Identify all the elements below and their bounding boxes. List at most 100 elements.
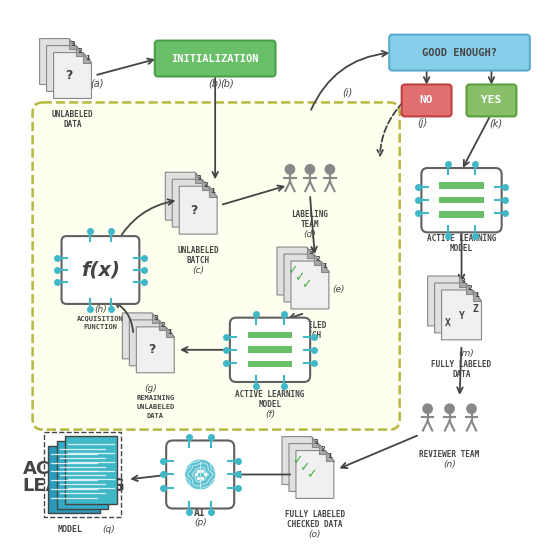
- Text: BATCH: BATCH: [298, 331, 321, 340]
- Text: (g): (g): [144, 384, 157, 392]
- Text: 2: 2: [161, 322, 166, 328]
- Text: DATA: DATA: [452, 370, 471, 379]
- Text: LABELED: LABELED: [294, 321, 326, 330]
- Bar: [248, 332, 292, 338]
- Text: CHECKED DATA: CHECKED DATA: [287, 521, 343, 529]
- Bar: [56, 441, 108, 508]
- Text: (o): (o): [309, 530, 321, 539]
- Text: 3: 3: [461, 279, 465, 284]
- Polygon shape: [277, 247, 315, 295]
- Text: NO: NO: [420, 95, 433, 105]
- Polygon shape: [159, 320, 167, 330]
- Text: Y: Y: [459, 311, 464, 321]
- Text: MODEL: MODEL: [58, 526, 83, 534]
- Polygon shape: [69, 39, 77, 49]
- Text: UNLABELED: UNLABELED: [52, 110, 93, 119]
- Bar: [439, 211, 484, 218]
- Text: ?: ?: [190, 204, 198, 217]
- FancyBboxPatch shape: [230, 317, 310, 382]
- Circle shape: [285, 164, 295, 174]
- Polygon shape: [152, 313, 160, 323]
- Polygon shape: [311, 437, 320, 447]
- Text: FULLY LABELED: FULLY LABELED: [285, 511, 345, 519]
- Text: (k): (k): [489, 118, 502, 129]
- Text: DATA: DATA: [63, 120, 82, 129]
- Polygon shape: [54, 52, 92, 98]
- Polygon shape: [40, 39, 77, 84]
- Text: 2: 2: [204, 182, 208, 188]
- Text: (n): (n): [443, 459, 456, 469]
- Text: 1: 1: [327, 453, 332, 459]
- Text: (l): (l): [468, 198, 477, 206]
- Polygon shape: [129, 320, 167, 366]
- FancyBboxPatch shape: [155, 41, 275, 77]
- Text: 3: 3: [314, 439, 318, 445]
- Text: (p): (p): [194, 518, 206, 527]
- Text: Z: Z: [473, 304, 479, 314]
- Text: (a): (a): [91, 78, 104, 88]
- Text: GOOD ENOUGH?: GOOD ENOUGH?: [422, 47, 497, 57]
- Text: ✓: ✓: [294, 272, 304, 284]
- Bar: [248, 346, 292, 353]
- Text: ACTIVE LEARNING: ACTIVE LEARNING: [427, 234, 496, 243]
- Text: ?: ?: [147, 343, 155, 356]
- Text: LEARNING: LEARNING: [23, 477, 125, 496]
- Bar: [439, 197, 484, 203]
- Text: ?: ?: [65, 69, 72, 82]
- Text: 2: 2: [78, 47, 83, 54]
- Polygon shape: [76, 46, 84, 56]
- FancyBboxPatch shape: [61, 236, 139, 304]
- Circle shape: [305, 164, 315, 174]
- Text: REMAINING: REMAINING: [136, 395, 174, 401]
- Polygon shape: [466, 283, 475, 294]
- Polygon shape: [172, 179, 210, 227]
- Polygon shape: [123, 313, 160, 359]
- Polygon shape: [306, 247, 315, 258]
- Text: 1: 1: [168, 329, 173, 335]
- Text: (b): (b): [220, 78, 234, 88]
- FancyBboxPatch shape: [466, 84, 516, 116]
- Text: X: X: [444, 318, 450, 328]
- Text: (f): (f): [265, 410, 275, 418]
- FancyBboxPatch shape: [421, 168, 502, 232]
- Text: ACTIVE LEARNING: ACTIVE LEARNING: [235, 390, 305, 399]
- Polygon shape: [136, 327, 174, 373]
- Circle shape: [423, 404, 432, 413]
- Text: 1: 1: [322, 263, 327, 269]
- FancyBboxPatch shape: [389, 35, 530, 71]
- Text: LABELING: LABELING: [291, 210, 328, 219]
- Polygon shape: [289, 444, 327, 491]
- Text: FULLY LABELED: FULLY LABELED: [432, 360, 492, 369]
- Polygon shape: [442, 290, 481, 340]
- Bar: [65, 436, 117, 504]
- Text: ✓: ✓: [306, 468, 316, 481]
- Polygon shape: [202, 179, 210, 190]
- Text: (m): (m): [459, 349, 474, 358]
- Bar: [44, 432, 121, 517]
- Text: TEAM: TEAM: [301, 220, 319, 229]
- Text: (h): (h): [94, 305, 107, 314]
- Text: ✓: ✓: [299, 461, 309, 474]
- Polygon shape: [195, 172, 203, 183]
- Text: UNLABELED: UNLABELED: [136, 404, 174, 410]
- Text: FUNCTION: FUNCTION: [83, 324, 118, 330]
- Polygon shape: [434, 283, 475, 333]
- Polygon shape: [326, 450, 334, 461]
- Text: (q): (q): [103, 526, 115, 534]
- Polygon shape: [314, 254, 322, 264]
- Polygon shape: [284, 254, 322, 302]
- Text: (d): (d): [304, 230, 316, 239]
- Circle shape: [445, 404, 454, 413]
- Text: BATCH: BATCH: [187, 256, 210, 265]
- Polygon shape: [321, 261, 329, 272]
- Bar: [439, 182, 484, 189]
- Text: 3: 3: [71, 41, 76, 47]
- Text: ✓: ✓: [301, 278, 311, 291]
- Text: 3: 3: [197, 174, 201, 181]
- Text: AI: AI: [194, 508, 206, 518]
- Text: (i): (i): [342, 87, 352, 98]
- Text: 3: 3: [309, 250, 313, 256]
- Polygon shape: [428, 276, 468, 326]
- Text: (j): (j): [417, 118, 428, 129]
- Text: 1: 1: [210, 188, 215, 194]
